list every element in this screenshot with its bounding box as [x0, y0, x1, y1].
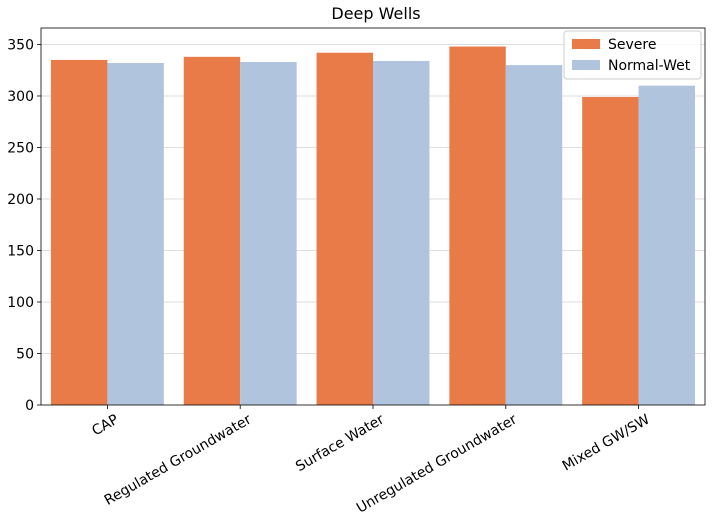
bars [50, 46, 696, 406]
legend-swatch [572, 39, 600, 49]
y-tick-label: 200 [7, 192, 34, 208]
legend-swatch [572, 60, 600, 70]
bar-severe-0 [50, 59, 108, 405]
y-tick-label: 0 [25, 398, 34, 414]
y-tick-label: 300 [7, 89, 34, 105]
bar-normal-wet-4 [638, 85, 696, 406]
bar-normal-wet-1 [240, 61, 297, 406]
bar-severe-2 [316, 52, 373, 405]
y-tick-label: 50 [16, 346, 34, 362]
plot-frame [40, 27, 706, 406]
y-tick-label: 150 [7, 243, 34, 259]
legend: Severe Normal-Wet [563, 30, 702, 80]
bar-normal-wet-0 [107, 63, 164, 406]
chart-title: Deep Wells [331, 4, 420, 23]
bar-normal-wet-3 [505, 65, 563, 405]
legend-label: Normal-Wet [608, 58, 691, 74]
bar-severe-1 [183, 56, 241, 406]
bar-normal-wet-2 [373, 60, 430, 405]
bar-severe-4 [582, 97, 639, 405]
bar-severe-3 [449, 46, 506, 405]
y-tick-label: 350 [7, 37, 34, 53]
y-tick-label: 250 [7, 140, 34, 156]
legend-label: Severe [608, 37, 656, 53]
y-tick-label: 100 [7, 295, 34, 311]
